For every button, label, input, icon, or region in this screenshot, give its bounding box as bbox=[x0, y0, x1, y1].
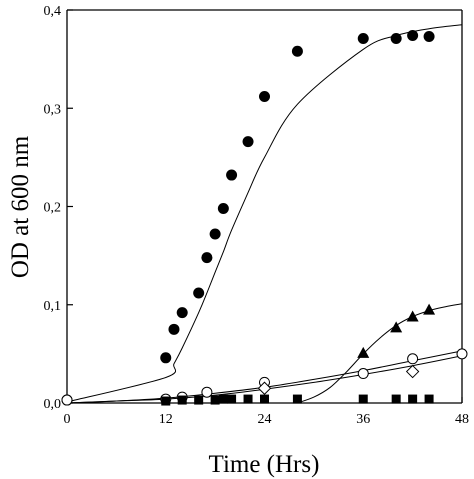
data-point-filled-square bbox=[161, 396, 171, 406]
data-point-filled-square bbox=[358, 394, 368, 404]
data-point-filled-square bbox=[391, 394, 401, 404]
data-point-filled-triangle bbox=[357, 346, 370, 358]
data-point-filled-square bbox=[408, 394, 418, 404]
data-point-open-circle bbox=[61, 394, 73, 406]
data-point-filled-circle bbox=[209, 228, 221, 240]
data-point-open-circle bbox=[407, 353, 419, 365]
data-point-filled-circle bbox=[423, 31, 435, 43]
fit-curve-filled-triangle bbox=[297, 303, 463, 404]
data-point-filled-circle bbox=[168, 323, 180, 335]
plot-area bbox=[66, 9, 463, 404]
data-point-filled-circle bbox=[259, 90, 270, 102]
data-point-filled-circle bbox=[291, 45, 303, 57]
x-tick-label: 24 bbox=[258, 412, 272, 427]
x-tick-label: 48 bbox=[455, 412, 469, 427]
fit-curve-filled-circle bbox=[66, 24, 463, 403]
data-point-open-diamond bbox=[405, 364, 420, 379]
x-axis-title: Time (Hrs) bbox=[209, 451, 320, 478]
data-point-filled-circle bbox=[201, 252, 213, 264]
y-axis-ticks: 0,0 0,1 0,2 0,3 0,4 bbox=[44, 4, 73, 412]
data-point-filled-circle bbox=[193, 287, 205, 299]
data-point-filled-circle bbox=[217, 202, 229, 214]
data-point-filled-square bbox=[194, 395, 204, 405]
data-point-filled-triangle bbox=[390, 321, 403, 333]
data-point-filled-square bbox=[177, 395, 187, 405]
data-point-filled-square bbox=[243, 394, 253, 404]
data-points bbox=[61, 30, 468, 406]
data-point-open-circle bbox=[201, 386, 213, 398]
y-tick-label: 0,4 bbox=[44, 4, 62, 19]
data-point-filled-circle bbox=[176, 307, 188, 319]
data-point-filled-circle bbox=[160, 352, 172, 364]
data-point-filled-triangle bbox=[406, 310, 419, 322]
data-point-filled-circle bbox=[357, 32, 369, 44]
fit-curves bbox=[66, 24, 463, 404]
data-point-filled-square bbox=[260, 394, 269, 404]
data-point-filled-square bbox=[210, 395, 220, 405]
data-point-filled-circle bbox=[226, 169, 238, 181]
data-point-filled-triangle bbox=[423, 303, 436, 315]
data-point-filled-circle bbox=[242, 136, 254, 148]
x-tick-label: 36 bbox=[356, 412, 370, 427]
y-tick-label: 0,0 bbox=[44, 397, 62, 412]
data-point-filled-square bbox=[218, 394, 228, 404]
data-point-open-circle bbox=[357, 368, 369, 380]
data-point-filled-square bbox=[292, 394, 302, 404]
data-point-filled-square bbox=[227, 394, 237, 404]
data-point-open-circle bbox=[456, 348, 468, 360]
y-axis-title: OD at 600 nm bbox=[7, 135, 34, 278]
x-tick-label: 0 bbox=[64, 412, 71, 427]
y-tick-label: 0,3 bbox=[44, 102, 62, 117]
data-point-filled-square bbox=[424, 394, 434, 404]
y-tick-label: 0,2 bbox=[44, 201, 62, 216]
x-tick-label: 12 bbox=[159, 412, 173, 427]
data-point-filled-circle bbox=[407, 30, 419, 42]
data-point-open-diamond bbox=[257, 381, 272, 395]
y-tick-label: 0,1 bbox=[44, 299, 62, 314]
data-point-filled-circle bbox=[390, 32, 402, 44]
